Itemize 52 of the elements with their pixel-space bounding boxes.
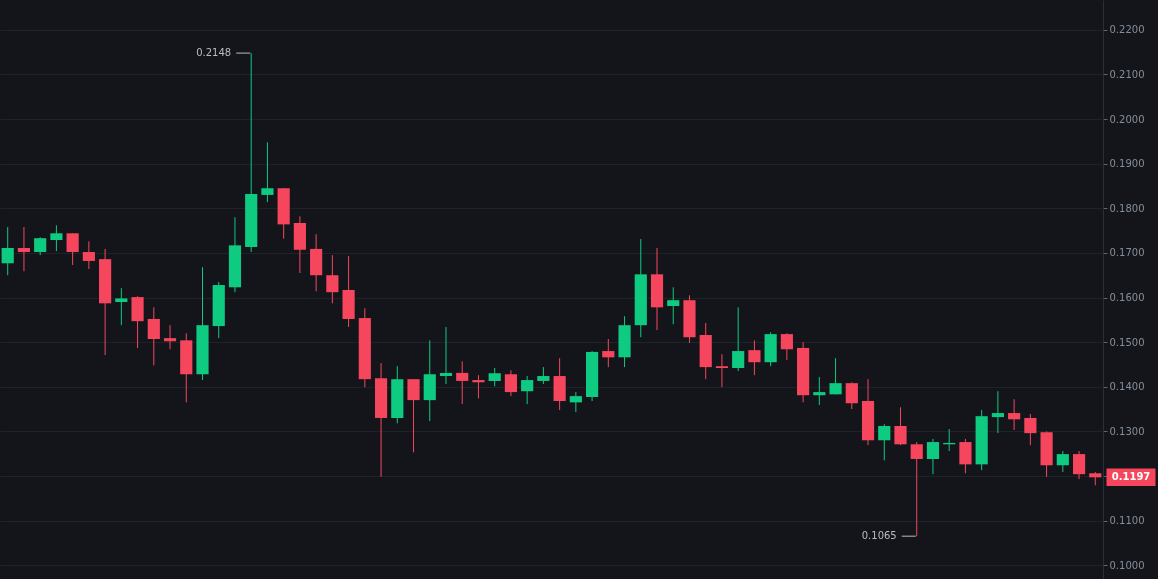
candlestick [991,390,1004,434]
y-tick-label: 0.1700 [1109,247,1145,259]
candlestick [115,287,128,326]
candlestick [1,226,14,276]
candlestick [667,286,680,325]
candlestick [82,240,95,270]
candlestick [715,353,729,388]
candlestick [326,254,339,304]
candlestick [732,306,745,372]
y-tick-label: 0.1900 [1109,158,1145,170]
candlestick [472,374,485,399]
y-tick-label: 0.2200 [1109,24,1145,36]
candlestick [845,381,858,410]
y-tick-label: 0.1100 [1109,515,1145,527]
annotation: 0.1065 [861,530,897,542]
y-tick-label: 0.1300 [1109,425,1145,437]
y-tick-label: 0.1500 [1109,336,1145,348]
candlestick [163,324,177,350]
candlestick [407,378,420,453]
annotation: 0.2148 [196,47,232,59]
candlestick [878,423,891,461]
candlestick [66,232,79,266]
candlestick [488,367,501,387]
candlestick [1024,413,1037,446]
candlestick [521,375,534,405]
candlestick [456,360,469,405]
candlestick [910,441,923,537]
y-tick-label: 0.1600 [1109,292,1145,304]
candlestick [959,438,972,474]
candlestick [439,326,453,385]
candlestick [748,339,761,376]
candlestick [1056,450,1069,473]
candlestick [1072,450,1086,480]
y-tick-label: 0.1400 [1109,381,1145,393]
y-tick-label: 0.2000 [1109,113,1145,125]
candlestick [894,406,907,446]
candlestick [829,357,842,395]
y-tick-label: 0.1800 [1109,202,1145,214]
candlestick [569,391,582,413]
candlestick [1008,398,1021,431]
candlestick [504,369,518,397]
candlestick [261,141,274,203]
candlestick [50,224,63,252]
candlestick [926,438,940,475]
text: 0.1197 [1111,471,1151,483]
y-tick-label: 0.2100 [1109,68,1145,80]
candlestick [780,332,793,361]
candlestick [17,226,31,272]
y-tick-label: 0.1000 [1109,559,1145,571]
candlestick [813,376,826,406]
candlestick [147,306,160,366]
candlestick [602,338,615,368]
